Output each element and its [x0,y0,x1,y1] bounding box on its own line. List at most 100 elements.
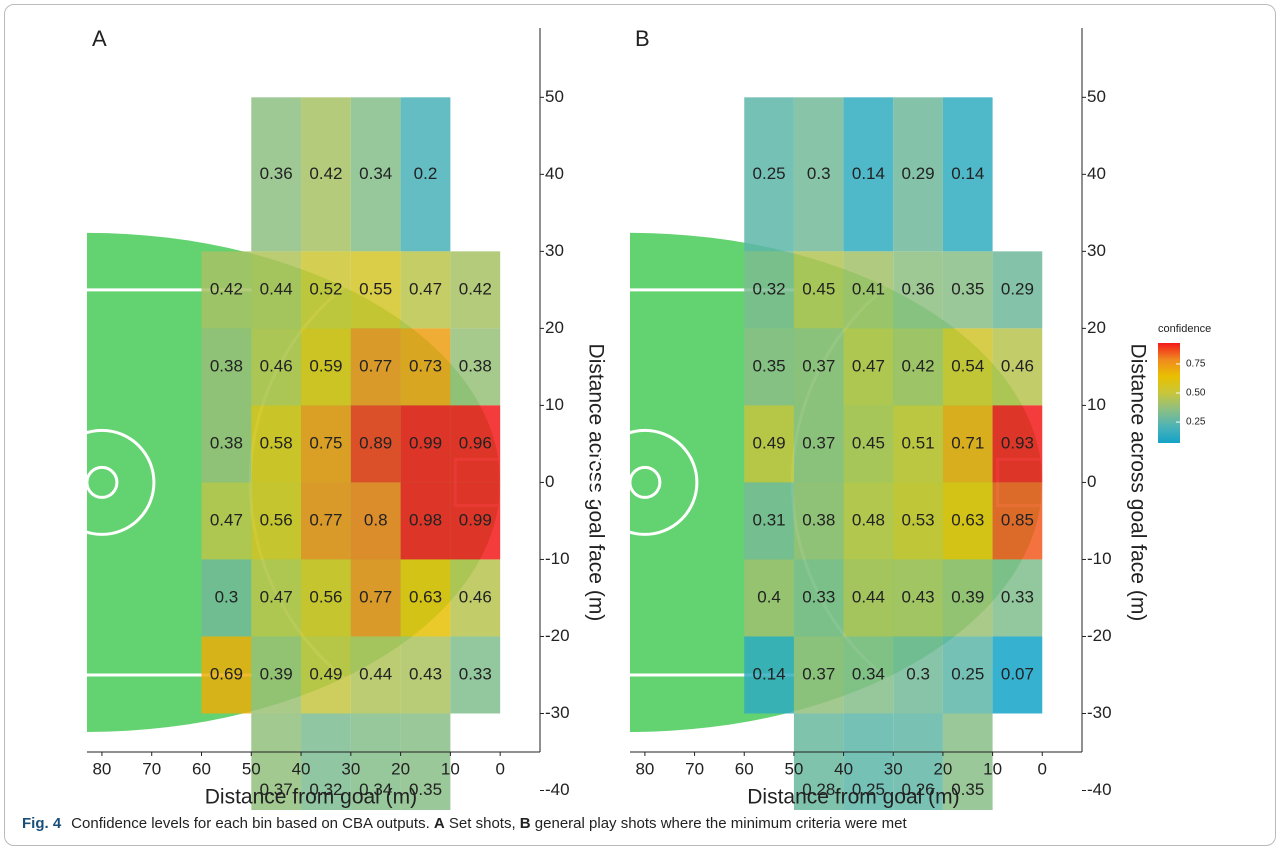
centre-circle [628,465,662,499]
heat-cell [450,482,501,560]
cell-label: 0.53 [902,510,935,529]
colorbar-tick-label: 0.25 [1186,417,1206,428]
cell-label: 0.33 [1001,587,1034,606]
cell-label: 0.42 [459,279,492,298]
x-tick-label: 70 [142,759,161,778]
cell-label: 0.44 [359,664,392,683]
cell-label: 0.34 [359,780,392,799]
cell-label: 0.48 [852,510,885,529]
cell-label: 0.07 [1001,664,1034,683]
heat-cell [400,97,451,252]
cell-label: 0.43 [409,664,442,683]
cell-label: 0.46 [1001,356,1034,375]
cell-label: 0.44 [260,279,293,298]
heat-cell [251,713,302,810]
cell-label: 0.45 [802,279,835,298]
colorbar-title: confidence [1158,323,1211,335]
heat-cell [992,405,1043,483]
heat-cell [301,405,351,483]
cell-label: 0.32 [753,279,786,298]
heat-cell [893,97,943,252]
y-tick-label: 50 [545,87,564,106]
panel: 0.36 0.42 0.34 0.2 0.42 0.44 0.52 0.55 0.47 0.42 0… [48,26,607,810]
heat-cell [992,559,1043,637]
y-tick-label: 50 [1087,87,1106,106]
heat-cell [942,559,993,637]
heat-cell [992,328,1043,406]
heat-cell [400,559,451,637]
cell-label: 0.49 [309,664,342,683]
heat-cell [893,251,943,329]
y-tick-label: -40 [545,780,570,799]
heat-cell [793,636,844,714]
cell-label: 0.46 [459,587,492,606]
panel-label: B [635,26,650,51]
cell-label: 0.45 [852,433,885,452]
heat-cell [350,482,401,560]
cell-label: 0.36 [902,279,935,298]
y-axis-title: Distance across goal face (m) [584,344,607,622]
figure-frame [4,4,1276,846]
heat-cell [350,328,401,406]
heat-cell [400,482,451,560]
y-tick-label: 20 [545,318,564,337]
cell-label: 0.34 [359,164,392,183]
heat-cell [350,251,401,329]
heat-cell [793,713,844,810]
heat-cell [400,251,451,329]
cell-label: 0.35 [409,780,442,799]
y-axis-title: Distance across goal face (m) [1126,344,1149,622]
heat-cell [201,559,252,637]
x-tick-label: 0 [1038,759,1047,778]
y-tick-label: 30 [545,241,564,260]
heat-cell [793,251,844,329]
heat-cell [893,328,943,406]
y-tick-label: 10 [1087,395,1106,414]
cell-label: 0.99 [459,510,492,529]
cell-label: 0.4 [757,587,781,606]
heat-cell [450,251,501,329]
centre-circle [591,428,699,536]
cell-label: 0.56 [309,587,342,606]
y-tick-label: -30 [1087,703,1112,722]
cell-label: 0.41 [852,279,885,298]
cell-label: 0.3 [807,164,831,183]
heat-cell [400,405,451,483]
cell-label: 0.75 [309,433,342,452]
cell-label: 0.28 [802,780,835,799]
heat-cell [201,251,252,329]
x-tick-label: 70 [685,759,704,778]
heat-cell [942,713,993,810]
heat-cell [251,559,302,637]
heat-cell [793,97,844,252]
cell-label: 0.42 [210,279,243,298]
heat-cell [251,636,302,714]
heat-cell [744,405,794,483]
cell-label: 0.33 [802,587,835,606]
heat-cell [893,482,943,560]
heat-cell [942,97,993,252]
centre-circle [85,465,119,499]
heat-cell [450,328,501,406]
x-tick-label: 0 [495,759,504,778]
cell-label: 0.49 [753,433,786,452]
y-tick-label: 40 [545,164,564,183]
heat-cell [893,713,943,810]
cell-label: 0.43 [902,587,935,606]
cell-label: 0.77 [309,510,342,529]
caption-label: Fig. 4 [22,815,62,832]
heat-cell [350,559,401,637]
cell-label: 0.37 [260,780,293,799]
caption-text: general play shots where the minimum cri… [530,815,907,832]
cell-label: 0.56 [260,510,293,529]
heat-cell [843,328,894,406]
caption-text: A [433,815,445,832]
cell-label: 0.54 [951,356,984,375]
heat-cell [744,97,794,252]
caption-text: Set shots, [444,815,520,832]
colorbar-tick-label: 0.75 [1186,359,1206,370]
cell-label: 0.14 [753,664,786,683]
cell-label: 0.93 [1001,433,1034,452]
caption-text: B [519,815,531,832]
heat-cell [301,559,351,637]
